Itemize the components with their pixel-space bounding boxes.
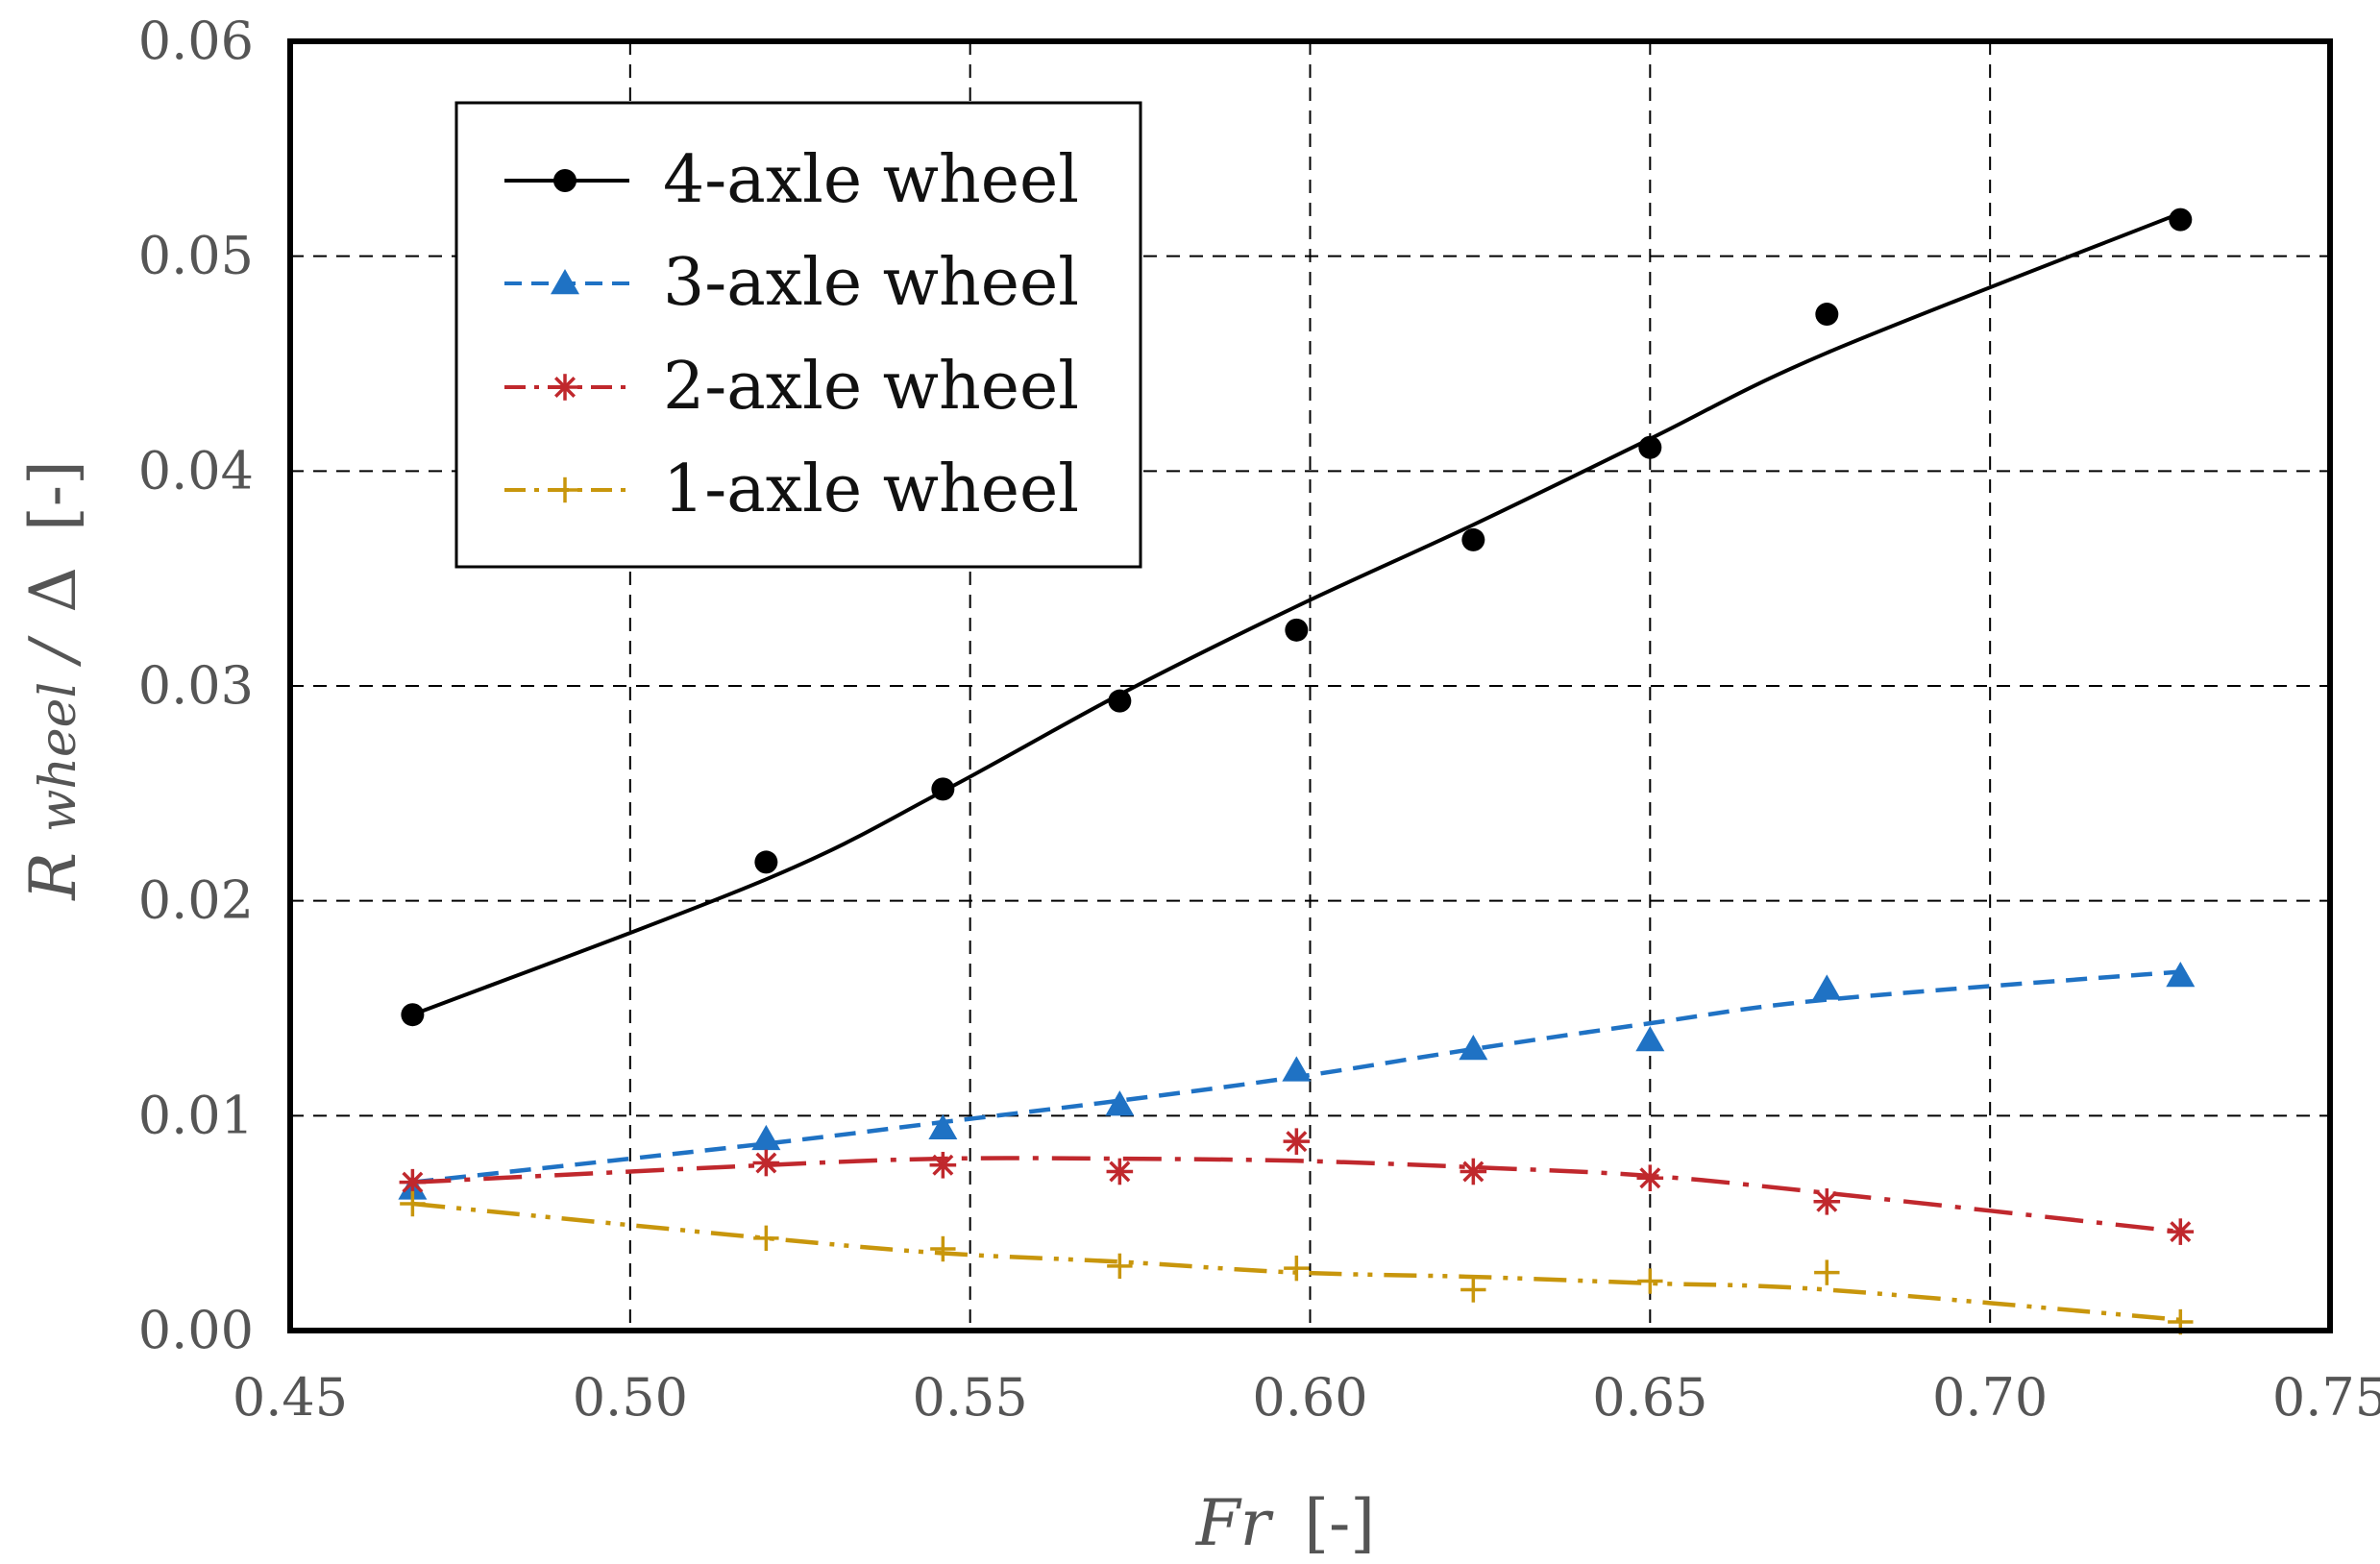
x-tick-label: 0.75 [2272, 1367, 2380, 1428]
data-point [752, 1149, 780, 1177]
data-point [401, 1003, 425, 1027]
data-point [1284, 1255, 1310, 1282]
y-tick-label: 0.06 [138, 11, 254, 71]
data-point [1814, 1259, 1840, 1285]
legend-label: 1-axle wheel [663, 452, 1079, 527]
legend-label: 4-axle wheel [663, 142, 1079, 218]
y-tick-label: 0.00 [138, 1300, 254, 1360]
x-tick-label: 0.70 [1932, 1367, 2048, 1428]
data-point [1636, 1164, 1664, 1191]
data-point [1638, 435, 1662, 459]
data-point [2166, 961, 2196, 988]
plot-frame [287, 38, 2333, 1333]
data-point [1461, 527, 1485, 551]
data-point [1460, 1277, 1486, 1303]
data-point [753, 1225, 779, 1252]
x-tick-label: 0.60 [1252, 1367, 1367, 1428]
data-point [399, 1168, 427, 1196]
data-point [1105, 1090, 1135, 1116]
y-tick-label: 0.01 [138, 1085, 254, 1145]
tick-labels: 0.45 0.50 0.55 0.60 0.65 0.70 0.75 0.00 0.01 0.02… [138, 11, 2380, 1428]
data-point [1637, 1268, 1663, 1294]
data-point [1283, 1128, 1311, 1155]
x-axis-symbol: Fr [1195, 1486, 1274, 1559]
data-point [1107, 1253, 1133, 1280]
data-point [930, 1235, 956, 1262]
y-tick-label: 0.04 [138, 440, 254, 501]
legend-items: 4-axle wheel 3-axle wheel 2-axle wheel 1-ax… [504, 142, 1079, 527]
data-point [400, 1190, 426, 1217]
y-axis-delta: Δ [16, 567, 90, 613]
y-tick-label: 0.02 [138, 870, 254, 931]
data-point [1108, 689, 1132, 713]
x-tick-label: 0.55 [913, 1367, 1028, 1428]
data-point [1815, 303, 1839, 327]
y-axis-symbol: R [16, 852, 90, 901]
data-point [929, 1151, 957, 1179]
data-point [754, 850, 778, 874]
legend: 4-axle wheel 3-axle wheel 2-axle wheel 1-ax… [454, 101, 1142, 569]
y-axis-subscript: wheel [30, 682, 87, 832]
y-axis-title: R wheel / Δ [-] [16, 460, 90, 901]
y-axis-divider: / [16, 635, 90, 668]
data-point [1812, 974, 1842, 1000]
data-point [1813, 1188, 1841, 1215]
x-tick-label: 0.65 [1592, 1367, 1707, 1428]
y-tick-label: 0.03 [138, 655, 254, 716]
legend-marker [552, 477, 578, 503]
legend-marker [551, 269, 579, 295]
x-axis-unit: [-] [1304, 1486, 1375, 1559]
legend-marker [552, 374, 578, 401]
series-line-3 [412, 1156, 2181, 1234]
x-tick-label: 0.50 [573, 1367, 688, 1428]
data-point [931, 777, 955, 801]
data-point [751, 1124, 781, 1151]
series-line-1 [411, 211, 2182, 1017]
data-point [1282, 1056, 1312, 1082]
y-tick-label: 0.05 [138, 226, 254, 286]
data-point [1459, 1034, 1488, 1061]
data-point [1635, 1026, 1665, 1052]
data-point [2167, 1218, 2195, 1245]
data-point [2169, 208, 2193, 232]
y-axis-unit: [-] [16, 460, 90, 531]
x-tick-label: 0.45 [233, 1367, 348, 1428]
data-point [1285, 618, 1309, 642]
legend-marker [553, 169, 577, 192]
data-point [1460, 1158, 1487, 1185]
data-point [928, 1113, 958, 1140]
legend-label: 3-axle wheel [663, 245, 1079, 321]
data-point [1106, 1158, 1134, 1185]
legend-label: 2-axle wheel [663, 349, 1079, 425]
x-axis-title: Fr [-] [1195, 1486, 1375, 1559]
series-markers [398, 208, 2196, 1335]
